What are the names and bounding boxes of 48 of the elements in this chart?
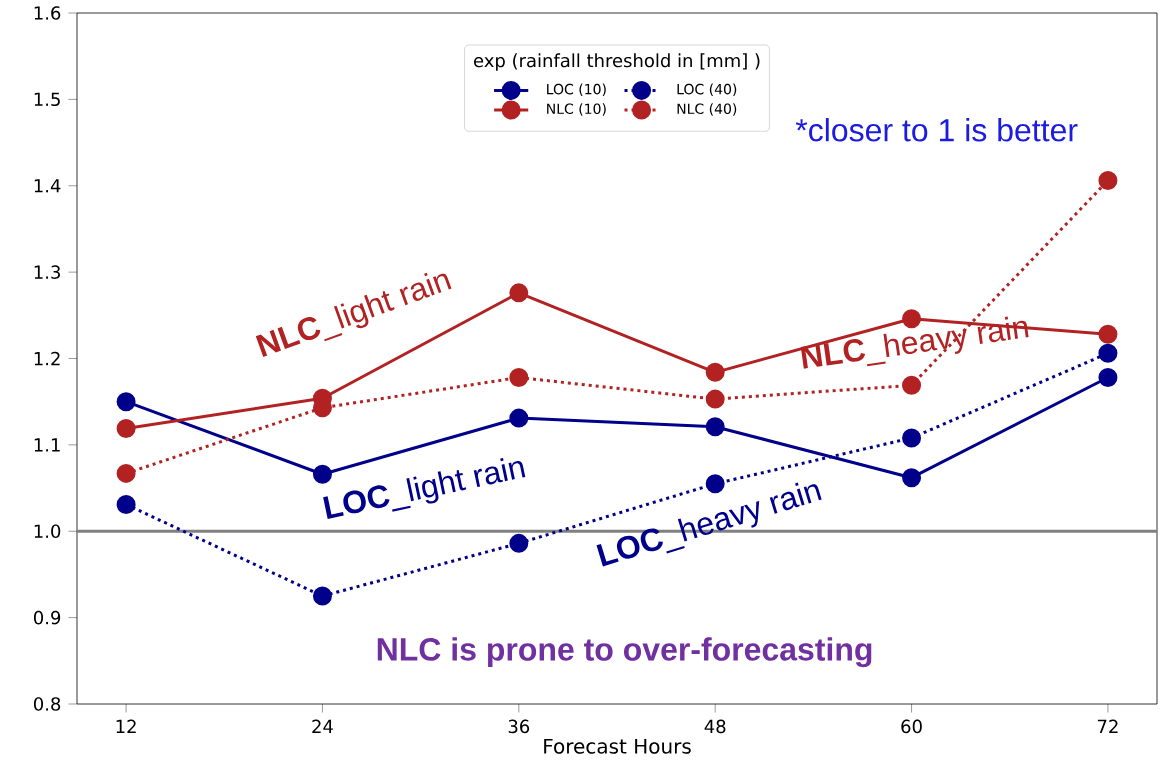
y-tick-label: 0.9 [33, 610, 61, 625]
point [509, 283, 529, 303]
point [1098, 171, 1118, 191]
point [116, 494, 136, 514]
legend-label: NLC (40) [677, 103, 737, 116]
x-tick-label: 48 [704, 719, 726, 734]
legend-title: exp (rainfall threshold in [mm] ) [474, 53, 760, 71]
y-tick-label: 1.6 [34, 6, 61, 20]
point [509, 533, 529, 553]
point [902, 428, 922, 448]
x-axis-title: Forecast Hours [544, 738, 691, 754]
y-tick-label: 0.8 [33, 697, 61, 711]
point [1098, 324, 1118, 344]
point [509, 368, 529, 388]
point [312, 586, 332, 606]
annotation: NLC_light rain [255, 272, 452, 357]
y-tick-label: 1.5 [34, 92, 60, 107]
point [705, 474, 725, 494]
point [509, 408, 529, 428]
point [705, 389, 725, 409]
point [116, 418, 136, 438]
point [1098, 343, 1118, 363]
y-tick-label: 1.1 [34, 438, 60, 452]
point [902, 309, 922, 329]
annotation: *closer to 1 is better [795, 118, 1078, 142]
legend-label: LOC (10) [547, 83, 606, 97]
legend-label: NLC (10) [547, 103, 606, 116]
x-tick-label: 60 [901, 719, 922, 734]
x-tick-label: 12 [116, 719, 136, 733]
legend-label: LOC (40) [677, 83, 737, 97]
point [312, 464, 332, 484]
annotation: LOC_light rain [323, 457, 526, 519]
point [902, 468, 922, 488]
y-tick-label: 1.3 [34, 265, 60, 279]
point [116, 392, 136, 412]
annotation: LOC_heavy rain [596, 482, 822, 567]
point [705, 417, 725, 437]
point [705, 362, 725, 382]
point [116, 463, 136, 483]
point [902, 375, 922, 395]
y-tick-label: 1.4 [34, 179, 61, 193]
x-tick-label: 36 [508, 719, 530, 734]
x-tick-label: 72 [1097, 719, 1118, 733]
annotation: NLC is prone to over-forecasting [377, 637, 872, 668]
y-tick-label: 1.0 [34, 524, 61, 539]
y-tick-label: 1.2 [34, 351, 60, 366]
x-tick-label: 24 [312, 719, 333, 733]
point [1098, 368, 1118, 388]
